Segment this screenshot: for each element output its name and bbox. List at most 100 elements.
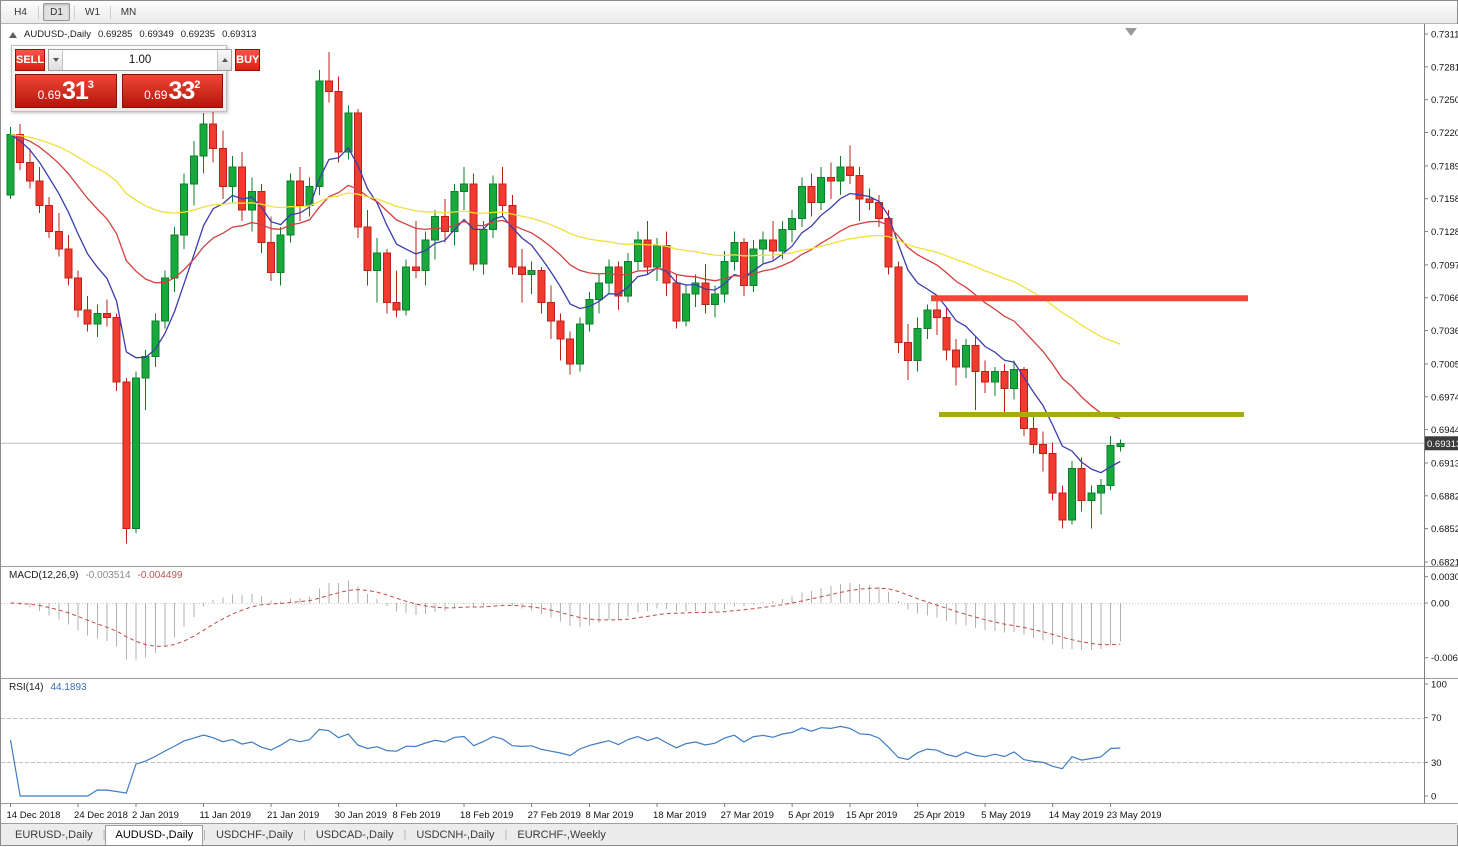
one-click-price-row: 0.69 31 3 0.69 33 2 [15, 74, 223, 108]
sell-button[interactable]: SELL [15, 49, 46, 71]
rsi-line [9, 725, 1121, 797]
svg-text:14 Dec 2018: 14 Dec 2018 [7, 810, 61, 821]
svg-text:70: 70 [1431, 713, 1442, 724]
svg-text:2 Jan 2019: 2 Jan 2019 [132, 810, 179, 821]
svg-text:0.70665: 0.70665 [1431, 293, 1458, 304]
one-click-collapse-icon[interactable] [9, 31, 17, 38]
ohlc-low: 0.69235 [180, 29, 216, 40]
svg-text:21 Jan 2019: 21 Jan 2019 [267, 810, 319, 821]
svg-text:0.00: 0.00 [1431, 599, 1450, 610]
toolbar-separator [38, 5, 39, 19]
timeframe-button-h4[interactable]: H4 [7, 3, 34, 21]
bid-price-label [1425, 436, 1458, 451]
chart-symbol-period: AUDUSD-,Daily [24, 29, 92, 40]
buy-button[interactable]: BUY [235, 49, 261, 71]
ohlc-close: 0.69313 [222, 29, 257, 40]
svg-text:24 Dec 2018: 24 Dec 2018 [74, 810, 128, 821]
svg-text:25 Apr 2019: 25 Apr 2019 [914, 810, 965, 821]
moving-average-55 [10, 133, 1121, 345]
svg-text:8 Feb 2019: 8 Feb 2019 [393, 810, 441, 821]
buy-price-pipette: 2 [194, 78, 201, 91]
buy-price-display[interactable]: 0.69 33 2 [121, 74, 223, 108]
time-axis[interactable]: 14 Dec 2018 24 Dec 2018 2 Jan 2019 11 Jan 2… [7, 803, 1162, 821]
tab-separator: | [102, 829, 106, 841]
rsi-value: 44.1893 [50, 682, 87, 693]
timeframe-toolbar: H4 D1 W1 MN [1, 1, 1457, 24]
svg-text:27 Feb 2019: 27 Feb 2019 [528, 810, 581, 821]
svg-text:0.68825: 0.68825 [1431, 491, 1458, 502]
svg-text:23 May 2019: 23 May 2019 [1107, 810, 1162, 821]
timeframe-button-mn[interactable]: MN [115, 3, 142, 21]
buy-price-prefix: 0.69 [144, 87, 168, 102]
toolbar-separator [74, 5, 75, 19]
toolbar-separator [110, 5, 111, 19]
tab-separator: | [203, 829, 206, 841]
macd-name: MACD(12,26,9) [9, 570, 79, 581]
sell-price-big-digits: 31 [61, 77, 89, 105]
svg-text:8 Mar 2019: 8 Mar 2019 [586, 810, 634, 821]
svg-text:18 Feb 2019: 18 Feb 2019 [460, 810, 513, 821]
rsi-name: RSI(14) [9, 682, 44, 693]
chart-tab-eurchf-weekly[interactable]: EURCHF-,Weekly [517, 829, 606, 841]
macd-signal-line [10, 587, 1121, 647]
timeframe-button-d1[interactable]: D1 [43, 3, 70, 21]
svg-text:14 May 2019: 14 May 2019 [1049, 810, 1104, 821]
chart-tab-bar: EURUSD-,Daily | AUDUSD-,Daily | USDCHF-,Dail… [1, 823, 1457, 845]
one-click-trading-panel: SELL BUY 0.69 31 3 0.69 33 2 [11, 45, 261, 112]
chart-shift-marker-icon[interactable] [1125, 28, 1137, 36]
svg-text:0.73115: 0.73115 [1431, 30, 1458, 41]
macd-main-value: -0.003514 [85, 570, 131, 581]
sell-price-display[interactable]: 0.69 31 3 [15, 74, 117, 108]
svg-text:27 Mar 2019: 27 Mar 2019 [721, 810, 774, 821]
sell-price-pipette: 3 [87, 78, 94, 91]
chart-tab-audusd-daily[interactable]: AUDUSD-,Daily [105, 825, 204, 845]
svg-text:18 Mar 2019: 18 Mar 2019 [653, 810, 706, 821]
volume-input[interactable] [63, 50, 218, 70]
chart-tab-usdchf-daily[interactable]: USDCHF-,Daily [215, 829, 293, 841]
svg-text:0.69745: 0.69745 [1431, 392, 1458, 403]
macd-signal-value: -0.004499 [137, 570, 183, 581]
svg-text:0.003035: 0.003035 [1431, 572, 1458, 583]
svg-text:5 Apr 2019: 5 Apr 2019 [788, 810, 834, 821]
svg-text:15 Apr 2019: 15 Apr 2019 [846, 810, 897, 821]
chart-tab-usdcad-daily[interactable]: USDCAD-,Daily [315, 829, 394, 841]
svg-text:30 Jan 2019: 30 Jan 2019 [335, 810, 387, 821]
rsi-indicator-label: RSI(14) 44.1893 [9, 682, 87, 693]
tab-separator: | [403, 829, 407, 841]
volume-control [48, 49, 233, 71]
svg-text:0.69313: 0.69313 [1427, 439, 1458, 450]
svg-text:0: 0 [1431, 792, 1436, 803]
sell-price-prefix: 0.69 [37, 87, 61, 102]
svg-text:11 Jan 2019: 11 Jan 2019 [200, 810, 252, 821]
svg-text:100: 100 [1431, 680, 1447, 691]
one-click-top-row: SELL BUY [15, 49, 261, 71]
macd-histogram [19, 580, 1121, 660]
chart-ohlc-header: AUDUSD-,Daily 0.69285 0.69349 0.69235 0.… [9, 29, 256, 40]
pane-separators[interactable] [1, 24, 1458, 804]
svg-text:-0.00631: -0.00631 [1431, 653, 1458, 664]
svg-text:30: 30 [1431, 758, 1442, 769]
volume-increase-button[interactable] [217, 50, 232, 70]
svg-text:0.72505: 0.72505 [1431, 95, 1458, 106]
svg-text:0.71585: 0.71585 [1431, 194, 1458, 205]
chart-tab-usdcnh-daily[interactable]: USDCNH-,Daily [416, 829, 495, 841]
macd-indicator-label: MACD(12,26,9) -0.003514 -0.004499 [9, 570, 183, 581]
volume-decrease-button[interactable] [49, 50, 64, 70]
ohlc-open: 0.69285 [98, 29, 133, 40]
chart-tab-eurusd-daily[interactable]: EURUSD-,Daily [15, 829, 93, 841]
tab-separator: | [504, 829, 508, 841]
timeframe-button-w1[interactable]: W1 [79, 3, 106, 21]
